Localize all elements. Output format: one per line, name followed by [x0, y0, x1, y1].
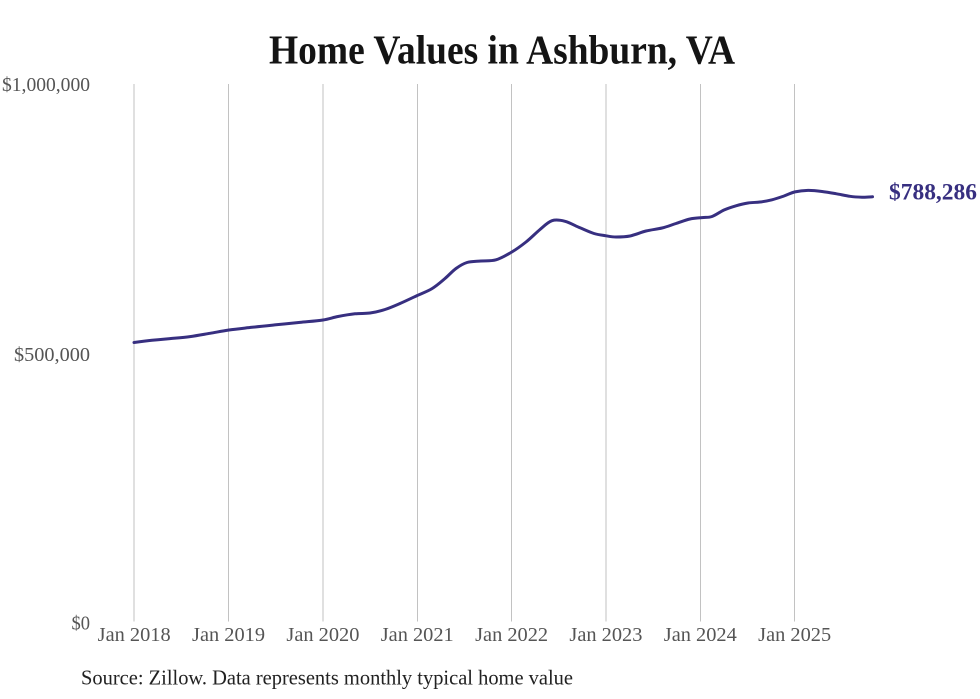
svg-text:Source: Zillow. Data represent: Source: Zillow. Data represents monthly …	[81, 666, 573, 690]
svg-text:Jan 2019: Jan 2019	[192, 624, 265, 646]
svg-text:$788,286: $788,286	[889, 179, 977, 204]
svg-text:$0: $0	[72, 613, 91, 635]
svg-text:Home Values in Ashburn, VA: Home Values in Ashburn, VA	[269, 26, 735, 72]
svg-text:Jan 2018: Jan 2018	[98, 624, 171, 646]
svg-text:Jan 2022: Jan 2022	[475, 624, 548, 646]
svg-text:Jan 2024: Jan 2024	[664, 624, 737, 646]
svg-text:Jan 2023: Jan 2023	[569, 624, 642, 646]
svg-text:Jan 2021: Jan 2021	[381, 624, 454, 646]
svg-text:$1,000,000: $1,000,000	[2, 74, 90, 96]
svg-text:Jan 2020: Jan 2020	[286, 624, 359, 646]
svg-text:Jan 2025: Jan 2025	[758, 624, 831, 646]
svg-text:$500,000: $500,000	[14, 344, 90, 366]
